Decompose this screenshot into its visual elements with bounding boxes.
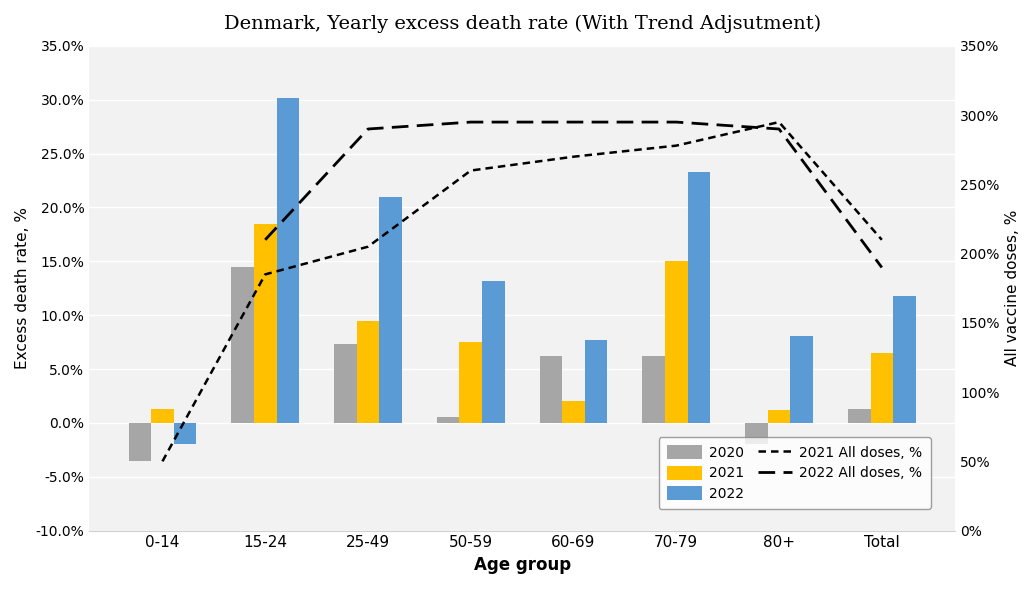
Bar [664,262,687,423]
2021 All doses, % [876,236,888,243]
Bar [791,336,812,423]
Legend: 2020, 2021, 2022, 2021 All doses, %, 2022 All doses, %: 2020, 2021, 2022, 2021 All doses, %, 202… [658,437,930,509]
2022 All doses, % [362,125,375,133]
2021 All doses, % [465,167,477,174]
Bar [231,267,254,423]
2022 All doses, % [567,118,580,125]
Bar [585,340,608,423]
Bar [687,172,710,423]
2021 All doses, % [259,271,271,278]
Bar [276,98,299,423]
2021 All doses, % [362,243,375,250]
2021 All doses, % [670,142,682,149]
Bar [482,281,505,423]
Bar [357,320,379,423]
Bar [151,409,174,423]
2021 All doses, % [156,458,169,465]
2021 All doses, % [773,118,786,125]
Bar [745,423,768,445]
Bar [848,409,870,423]
2022 All doses, % [465,118,477,125]
Bar [437,418,460,423]
2022 All doses, % [259,236,271,243]
2022 All doses, % [876,264,888,271]
Title: Denmark, Yearly excess death rate (With Trend Adjsutment): Denmark, Yearly excess death rate (With … [224,15,821,33]
Y-axis label: All vaccine doses, %: All vaccine doses, % [1005,210,1021,366]
Bar [379,197,402,423]
Bar [460,342,482,423]
Bar [539,356,562,423]
2022 All doses, % [670,118,682,125]
Y-axis label: Excess death rate, %: Excess death rate, % [14,207,30,369]
2022 All doses, % [773,125,786,133]
Bar [643,356,664,423]
Line: 2022 All doses, %: 2022 All doses, % [265,122,882,267]
Bar [254,224,276,423]
Bar [128,423,151,461]
Bar [870,353,893,423]
Line: 2021 All doses, %: 2021 All doses, % [162,122,882,461]
Bar [562,401,585,423]
X-axis label: Age group: Age group [474,556,570,574]
Bar [334,344,357,423]
Bar [768,410,791,423]
Bar [174,423,197,445]
Bar [893,296,916,423]
2021 All doses, % [567,153,580,160]
